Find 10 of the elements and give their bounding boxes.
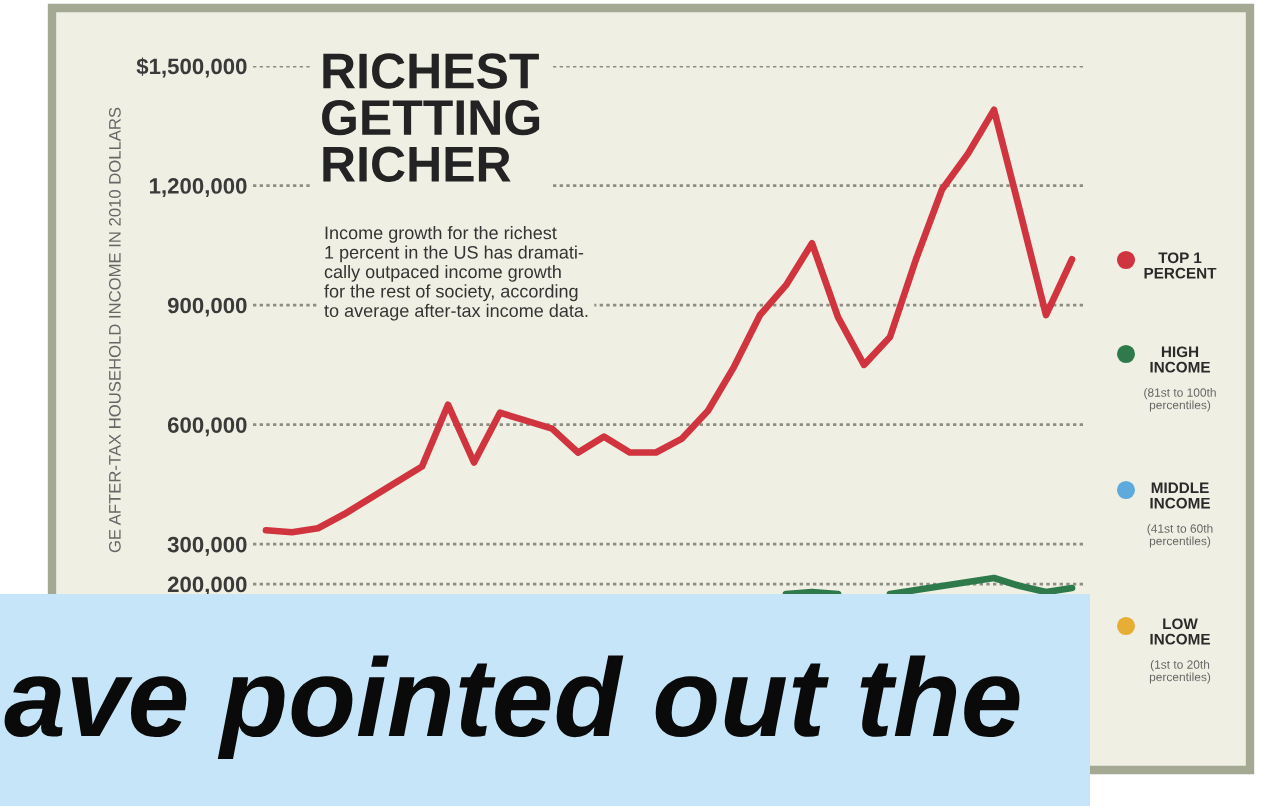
y-tick-label: $1,500,000: [136, 57, 247, 78]
y-axis-title: GE AFTER-TAX HOUSEHOLD INCOME IN 2010 DOLLARS: [108, 107, 121, 553]
y-tick-label: 600,000: [167, 417, 247, 437]
text: ave pointed out the: [4, 655, 1020, 760]
y-tick-label: 300,000: [167, 536, 247, 556]
y-tick-label: 200,000: [167, 576, 247, 596]
y-tick-label: 1,200,000: [149, 178, 247, 198]
text: RICHEST GETTING RICHER: [322, 53, 540, 182]
y-tick-label: 900,000: [167, 297, 247, 317]
text: Income growth for the richest 1 percent in the US has dramati- cally outpaced income growth for the rest of society, according to average after-tax income data.: [324, 226, 588, 321]
